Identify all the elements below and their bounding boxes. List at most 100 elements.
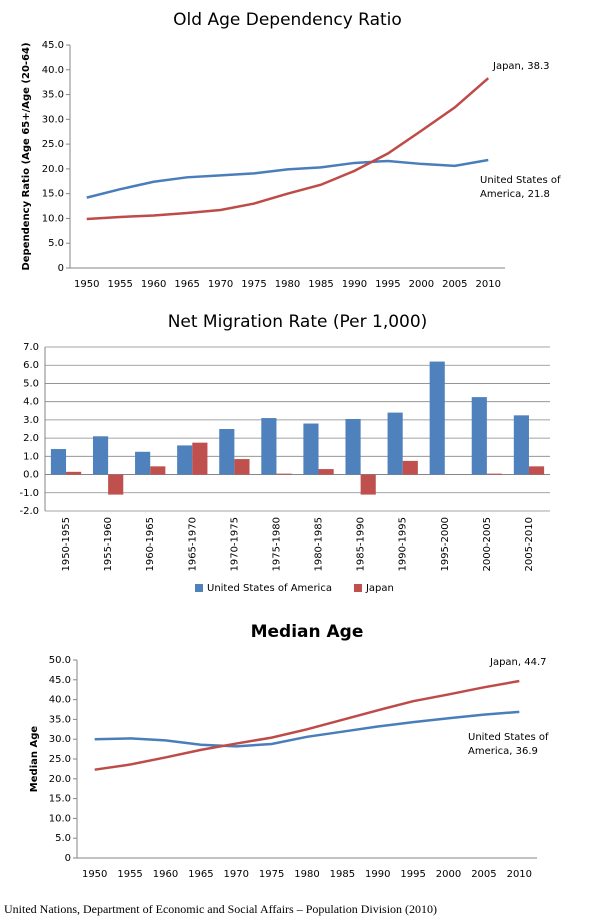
annotation: United States of (468, 732, 549, 743)
x-tick-label: 1985-1990 (356, 517, 367, 572)
x-tick-label: 1955 (107, 279, 132, 290)
x-tick-label: 1995 (375, 279, 400, 290)
y-tick-label: 10.0 (42, 213, 64, 224)
line-series (86, 77, 490, 221)
annotation: America, 36.9 (468, 746, 538, 757)
legend-swatch (353, 584, 362, 592)
x-tick-label: 2010 (476, 279, 501, 290)
x-tick-label: 1985 (308, 279, 333, 290)
annotation: Japan, 44.7 (489, 657, 547, 668)
line-series (86, 158, 489, 199)
x-tick-label: 1970-1975 (229, 517, 240, 572)
y-tick-label: 40.0 (49, 695, 71, 706)
x-tick-label: 2000 (409, 279, 434, 290)
y-tick-label: 45.0 (42, 40, 64, 51)
x-tick-label: 1995-2000 (440, 517, 451, 572)
y-tick-label: 15.0 (49, 794, 71, 805)
bar (429, 361, 445, 475)
x-tick-label: 1975 (259, 869, 284, 880)
x-tick-label: 1965 (174, 279, 199, 290)
y-tick-label: 5.0 (23, 378, 39, 389)
source-note: United Nations, Department of Economic a… (4, 902, 437, 916)
y-tick-label: 30.0 (49, 734, 71, 745)
x-tick-label: 1950-1955 (61, 517, 72, 572)
y-tick-label: -2.0 (19, 506, 39, 517)
y-tick-label: 5.0 (48, 238, 64, 249)
bar (513, 415, 529, 475)
y-tick-label: 15.0 (42, 189, 64, 200)
y-tick-label: 6.0 (23, 360, 39, 371)
y-tick-label: 0.0 (23, 470, 39, 481)
y-tick-label: 7.0 (23, 342, 39, 353)
y-tick-label: 45.0 (49, 675, 71, 686)
y-tick-label: 20.0 (49, 774, 71, 785)
bar (135, 451, 151, 475)
bar (402, 460, 418, 475)
x-tick-label: 1995 (400, 869, 425, 880)
x-tick-label: 2000 (436, 869, 461, 880)
chart-title: Old Age Dependency Ratio (173, 10, 402, 30)
bar (387, 412, 403, 475)
x-tick-label: 1965 (188, 869, 213, 880)
y-tick-label: 25.0 (49, 754, 71, 765)
bar (360, 474, 376, 495)
x-tick-label: 1980 (275, 279, 300, 290)
x-tick-label: 2000-2005 (482, 517, 493, 572)
x-tick-label: 1970 (224, 869, 249, 880)
x-tick-label: 1965-1970 (187, 517, 198, 572)
x-tick-label: 1985 (330, 869, 355, 880)
y-tick-label: 30.0 (42, 114, 64, 125)
x-tick-label: 1975 (241, 279, 266, 290)
y-axis-label: Median Age (29, 726, 40, 793)
bar (50, 449, 67, 475)
bar (486, 473, 503, 475)
bar (303, 423, 319, 475)
x-tick-label: 1990 (342, 279, 367, 290)
bar (234, 459, 250, 475)
y-tick-label: -1.0 (19, 488, 39, 499)
chart-title: Net Migration Rate (Per 1,000) (168, 312, 428, 332)
x-tick-label: 2005 (442, 279, 467, 290)
bar (471, 397, 487, 475)
annotation: Japan, 38.3 (492, 61, 550, 72)
y-tick-label: 20.0 (42, 164, 64, 175)
x-tick-label: 2005 (471, 869, 496, 880)
bar (318, 469, 334, 475)
x-tick-label: 1960 (153, 869, 178, 880)
bar (108, 474, 124, 495)
annotation: America, 21.8 (480, 189, 550, 200)
x-tick-label: 1970 (208, 279, 233, 290)
legend-label: United States of America (207, 583, 332, 594)
bar (276, 473, 292, 475)
x-tick-label: 1990-1995 (398, 517, 409, 572)
bar (528, 466, 545, 475)
chart-title: Median Age (251, 622, 364, 642)
annotation: United States of (480, 175, 561, 186)
x-tick-label: 1950 (82, 869, 107, 880)
y-axis-label: Dependency Ratio (Age 65+/Age (20-64) (21, 42, 32, 270)
x-tick-label: 1960 (141, 279, 166, 290)
x-tick-label: 2010 (507, 869, 532, 880)
y-tick-label: 5.0 (55, 833, 71, 844)
y-tick-label: 0 (65, 853, 71, 864)
bar (345, 418, 361, 475)
y-tick-label: 0 (58, 263, 64, 274)
y-tick-label: 2.0 (23, 433, 39, 444)
y-tick-label: 35.0 (49, 714, 71, 725)
y-tick-label: 3.0 (23, 415, 39, 426)
legend-label: Japan (365, 583, 394, 594)
x-tick-label: 1955 (117, 869, 142, 880)
x-tick-label: 1975-1980 (271, 517, 282, 572)
y-tick-label: 25.0 (42, 139, 64, 150)
bar (150, 466, 166, 475)
y-tick-label: 35.0 (42, 90, 64, 101)
y-tick-label: 10.0 (49, 813, 71, 824)
y-tick-label: 4.0 (23, 397, 39, 408)
x-tick-label: 2005-2010 (524, 517, 535, 572)
bar (261, 418, 277, 475)
y-tick-label: 50.0 (49, 655, 71, 666)
legend-swatch (195, 584, 203, 592)
y-tick-label: 1.0 (23, 451, 39, 462)
x-tick-label: 1955-1960 (103, 517, 114, 572)
